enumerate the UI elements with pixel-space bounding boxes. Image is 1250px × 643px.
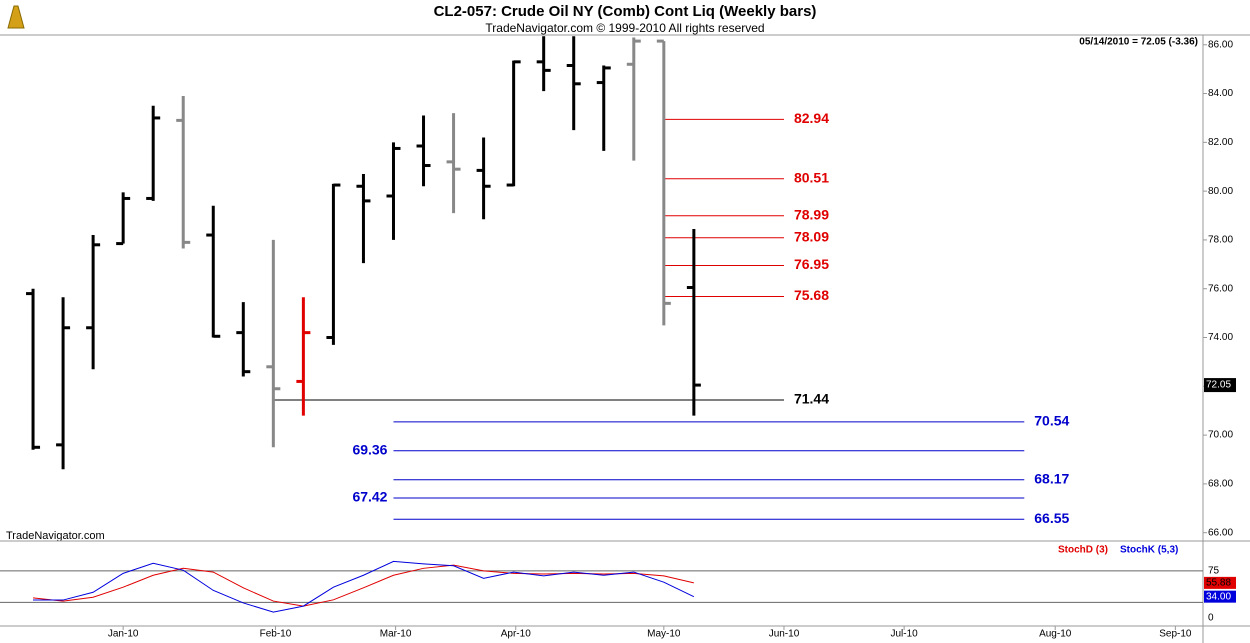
x-tick-label: Jul-10 [891,629,919,640]
y-tick-label: 84.00 [1208,88,1233,99]
y-tick-label: 66.00 [1208,527,1233,538]
level-label: 76.95 [794,256,829,272]
legend-entry: StochD (3) [1058,545,1108,556]
level-label: 82.94 [794,110,829,126]
legend-entry: StochK (5,3) [1120,545,1178,556]
level-label: 78.09 [794,228,829,244]
x-tick-label: Apr-10 [501,629,531,640]
y-tick-label: 78.00 [1208,235,1233,246]
watermark: TradeNavigator.com [6,530,105,542]
x-tick-label: Mar-10 [380,629,412,640]
level-label: 66.55 [1034,510,1069,526]
y-tick-label: 80.00 [1208,186,1233,197]
y-tick-label: 82.00 [1208,137,1233,148]
x-tick-label: Jan-10 [108,629,139,640]
level-label: 67.42 [352,489,387,505]
y-tick-label: 75 [1208,565,1220,576]
x-tick-label: Jun-10 [769,629,800,640]
value-label: 34.00 [1206,591,1231,602]
x-tick-label: May-10 [647,629,681,640]
y-tick-label: 74.00 [1208,332,1233,343]
y-tick-label: 68.00 [1208,479,1233,490]
status: 05/14/2010 = 72.05 (-3.36) [1079,37,1198,48]
y-tick-label: 70.00 [1208,430,1233,441]
x-tick-label: Aug-10 [1039,629,1072,640]
level-label: 78.99 [794,206,829,222]
level-label: 71.44 [794,391,829,407]
level-label: 80.51 [794,169,829,185]
y-tick-label: 76.00 [1208,283,1233,294]
last-price-label: 72.05 [1206,380,1231,391]
level-label: 69.36 [352,441,387,457]
subtitle: TradeNavigator.com © 1999-2010 All right… [485,21,764,35]
level-label: 70.54 [1034,413,1069,429]
value-label-box [1204,590,1236,603]
x-tick-label: Sep-10 [1159,629,1192,640]
level-label: 68.17 [1034,470,1069,486]
logo [7,5,25,29]
chart-title: CL2-057: Crude Oil NY (Comb) Cont Liq (W… [434,3,817,20]
last-price-box [1204,378,1236,393]
y-tick-label: 86.00 [1208,39,1233,50]
y-tick-label: 0 [1208,613,1214,624]
level-label: 75.68 [794,287,829,303]
x-tick-label: Feb-10 [260,629,292,640]
stoch-line [33,560,695,613]
value-label: 55.88 [1206,578,1231,589]
value-label-box [1204,576,1236,589]
